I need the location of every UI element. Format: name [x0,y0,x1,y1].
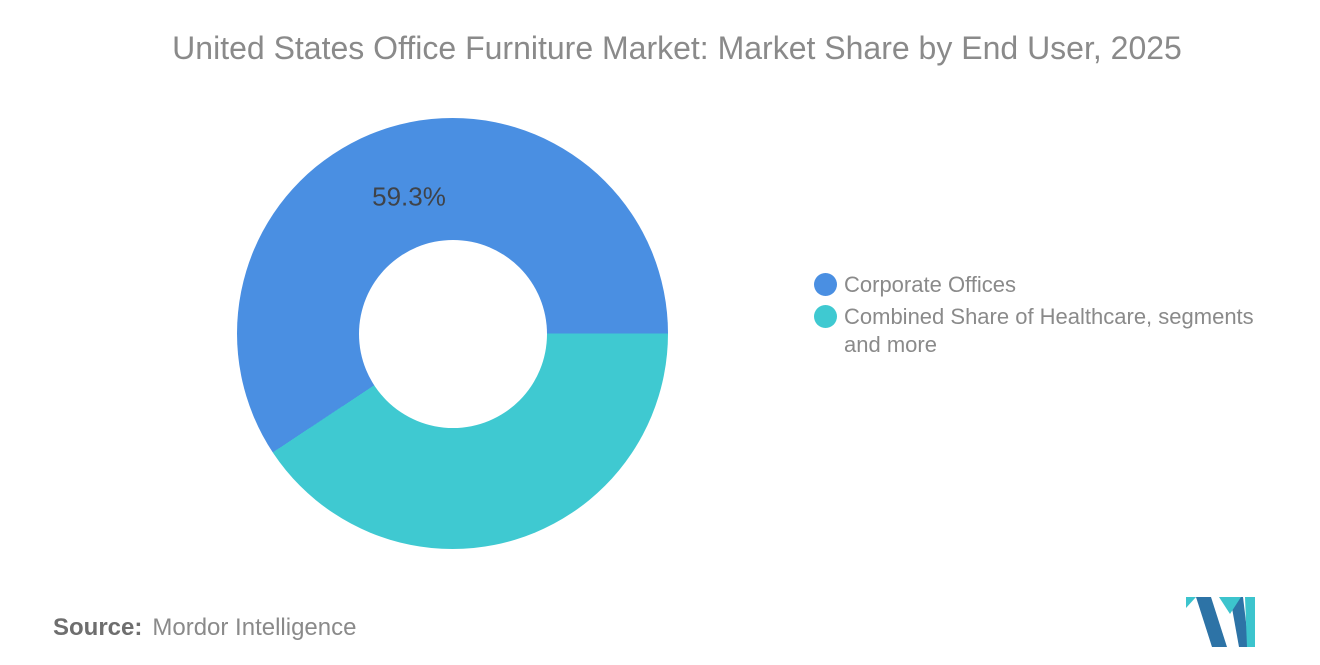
legend-swatch-teal-icon [814,305,837,328]
legend-swatch-blue-icon [814,273,837,296]
chart-title: United States Office Furniture Market: M… [172,30,1182,66]
logo-shape [1245,597,1255,647]
donut-hole [358,239,547,428]
source-attribution: Source: Mordor Intelligence [53,614,356,642]
mordor-intelligence-logo [1186,597,1255,647]
legend-label: Corporate Offices [844,272,1017,297]
logo-shape [1219,597,1241,614]
logo-shape [1186,597,1196,608]
legend-label: Combined Share of Healthcare, segments a… [844,304,1254,357]
source-text: Mordor Intelligence [152,614,357,641]
legend-item-combined-share[interactable]: Combined Share of Healthcare, segments a… [814,303,1279,359]
logo-shape [1196,597,1227,647]
slice-data-label: 59.3% [372,181,446,212]
source-prefix: Source: [53,614,143,641]
donut-chart[interactable] [237,118,668,549]
chart-legend: Corporate Offices Combined Share of Heal… [814,271,1279,363]
logo-shape [1230,597,1249,647]
legend-item-corporate-offices[interactable]: Corporate Offices [814,271,1279,299]
